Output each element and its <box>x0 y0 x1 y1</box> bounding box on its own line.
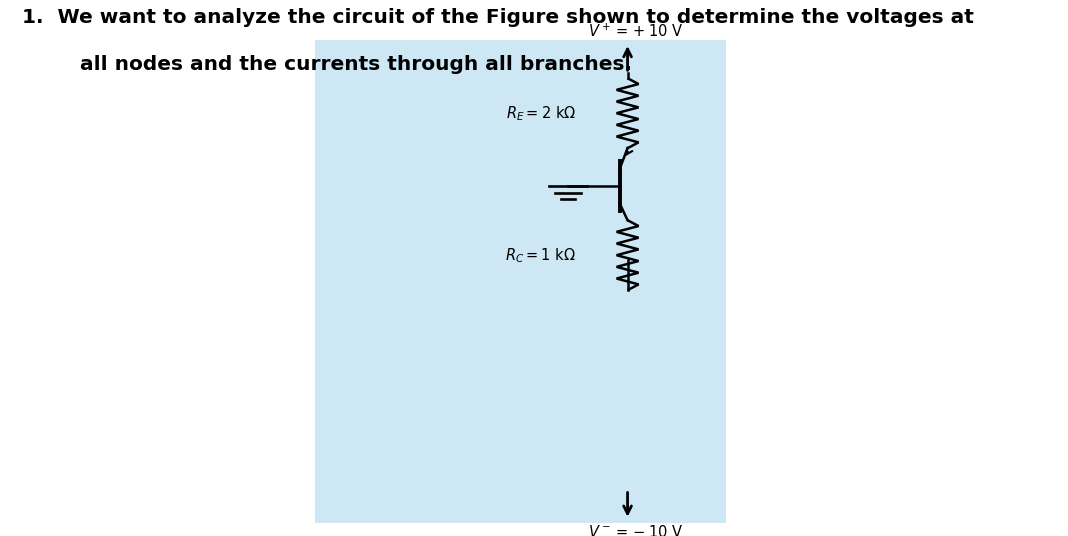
Bar <box>315 40 726 523</box>
Text: all nodes and the currents through all branches.: all nodes and the currents through all b… <box>52 55 632 74</box>
Text: $V^- = -10\ \mathrm{V}$: $V^- = -10\ \mathrm{V}$ <box>587 524 684 536</box>
Text: $R_E = 2\ \mathrm{k\Omega}$: $R_E = 2\ \mathrm{k\Omega}$ <box>505 104 576 123</box>
Text: $V^+ = +10\ \mathrm{V}$: $V^+ = +10\ \mathrm{V}$ <box>587 23 684 40</box>
Text: $R_C = 1\ \mathrm{k\Omega}$: $R_C = 1\ \mathrm{k\Omega}$ <box>505 246 576 265</box>
Text: 1.  We want to analyze the circuit of the Figure shown to determine the voltages: 1. We want to analyze the circuit of the… <box>22 8 974 27</box>
